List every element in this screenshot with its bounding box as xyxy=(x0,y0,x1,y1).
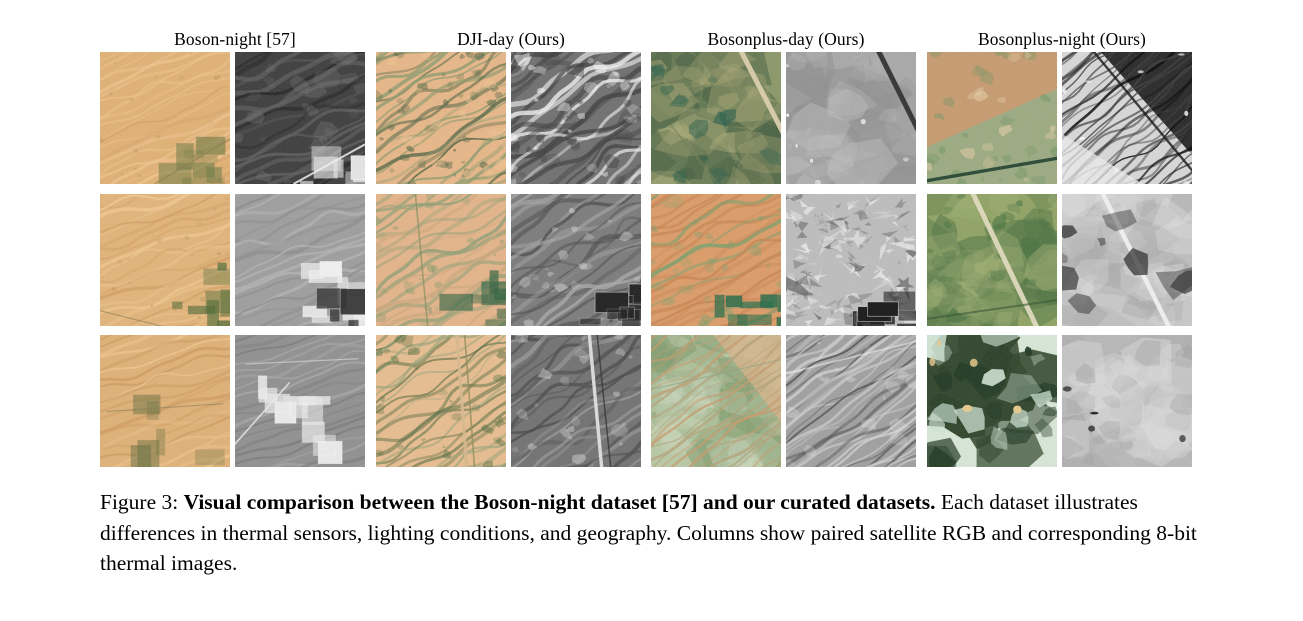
image-tile-boson-night-row3-rgb xyxy=(100,335,230,467)
image-tile-bosonplus-night-row2-thermal xyxy=(1062,194,1192,326)
image-tile-bosonplus-day-row1-thermal xyxy=(786,52,916,184)
figure-label: Figure 3: xyxy=(100,490,179,514)
column-header-boson-night: Boson-night [57] xyxy=(174,29,296,49)
image-grid xyxy=(100,52,1197,467)
image-tile-dji-day-row1-rgb xyxy=(376,52,506,184)
image-tile-boson-night-row3-thermal xyxy=(235,335,365,467)
figure-caption-title: Visual comparison between the Boson-nigh… xyxy=(183,490,936,514)
column-header-row: Boson-night [57] DJI-day (Ours) Bosonplu… xyxy=(100,28,1197,52)
image-tile-boson-night-row2-thermal xyxy=(235,194,365,326)
column-header-bosonplus-night: Bosonplus-night (Ours) xyxy=(978,29,1146,49)
image-tile-bosonplus-day-row1-rgb xyxy=(651,52,781,184)
image-tile-boson-night-row1-rgb xyxy=(100,52,230,184)
image-tile-bosonplus-night-row1-thermal xyxy=(1062,52,1192,184)
image-tile-bosonplus-day-row3-thermal xyxy=(786,335,916,467)
image-tile-boson-night-row1-thermal xyxy=(235,52,365,184)
image-tile-bosonplus-night-row3-rgb xyxy=(927,335,1057,467)
image-tile-dji-day-row3-rgb xyxy=(376,335,506,467)
image-tile-dji-day-row3-thermal xyxy=(511,335,641,467)
image-tile-dji-day-row1-thermal xyxy=(511,52,641,184)
column-header-dji-day: DJI-day (Ours) xyxy=(457,29,565,49)
column-header-bosonplus-day: Bosonplus-day (Ours) xyxy=(707,29,865,49)
figure-caption: Figure 3: Visual comparison between the … xyxy=(100,487,1203,579)
image-tile-bosonplus-night-row3-thermal xyxy=(1062,335,1192,467)
image-tile-dji-day-row2-rgb xyxy=(376,194,506,326)
image-tile-bosonplus-night-row2-rgb xyxy=(927,194,1057,326)
figure-caption-body: Each dataset illustrates differences in … xyxy=(100,490,1197,575)
image-tile-bosonplus-night-row1-rgb xyxy=(927,52,1057,184)
image-tile-dji-day-row2-thermal xyxy=(511,194,641,326)
image-tile-boson-night-row2-rgb xyxy=(100,194,230,326)
image-tile-bosonplus-day-row2-thermal xyxy=(786,194,916,326)
image-tile-bosonplus-day-row3-rgb xyxy=(651,335,781,467)
image-tile-bosonplus-day-row2-rgb xyxy=(651,194,781,326)
